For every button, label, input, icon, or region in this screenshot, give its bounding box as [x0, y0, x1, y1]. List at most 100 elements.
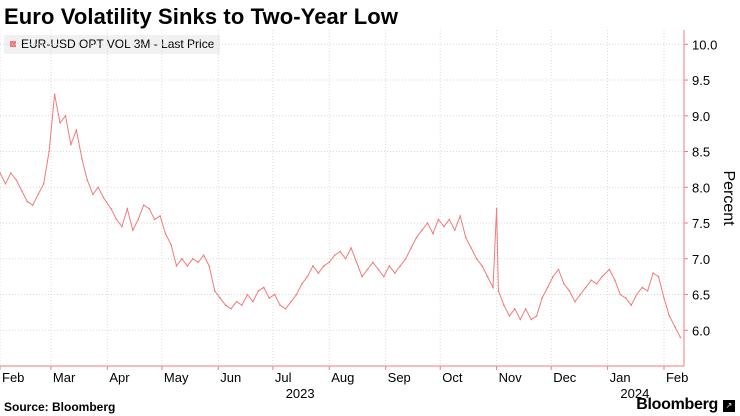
data-point [92, 193, 94, 196]
data-point [601, 275, 603, 278]
data-point [679, 336, 682, 339]
data-point [635, 293, 638, 296]
year-label: 2023 [286, 386, 315, 401]
data-point [608, 268, 611, 271]
data-point [546, 286, 549, 289]
data-point [192, 258, 194, 260]
data-point [464, 236, 467, 239]
data-point [421, 229, 423, 231]
data-point [4, 182, 7, 185]
data-point [121, 225, 123, 228]
data-point [674, 325, 676, 328]
data-point [448, 218, 451, 221]
data-point [668, 315, 671, 317]
data-point [470, 247, 473, 249]
data-point [110, 207, 112, 210]
source-note: Source: Bloomberg [4, 400, 116, 414]
data-point [323, 265, 325, 267]
data-point [475, 258, 478, 260]
data-point [443, 225, 445, 228]
data-point [10, 172, 12, 174]
data-point [241, 304, 243, 307]
data-point [268, 297, 271, 299]
data-point [552, 275, 554, 278]
data-point [59, 122, 61, 124]
x-tick-label: Mar [53, 370, 76, 385]
data-point [530, 318, 532, 321]
data-point [657, 275, 660, 278]
data-point [492, 286, 494, 289]
data-point [377, 268, 380, 271]
y-tick-label: 9.5 [692, 73, 710, 88]
data-point [614, 279, 616, 282]
data-point [15, 179, 18, 181]
y-tick-label: 10.0 [692, 37, 717, 52]
data-point [646, 290, 649, 292]
x-tick-label: Sep [388, 370, 411, 385]
data-point [224, 304, 227, 307]
x-tick-label: Jul [275, 370, 292, 385]
data-point [355, 261, 358, 264]
data-point [519, 318, 522, 321]
data-point [495, 207, 498, 210]
y-tick-label: 6.0 [692, 323, 710, 338]
data-point [197, 261, 200, 264]
data-point [579, 293, 582, 296]
data-point [339, 250, 342, 253]
y-tick-label: 8.5 [692, 145, 710, 160]
y-tick-label: 8.0 [692, 180, 710, 195]
x-tick-label: Feb [2, 370, 24, 385]
data-point [619, 293, 622, 296]
year-label: 2024 [620, 386, 649, 401]
data-point [70, 143, 72, 146]
data-point [213, 290, 216, 292]
x-tick-label: Jan [610, 370, 631, 385]
data-point [148, 207, 150, 210]
data-point [410, 247, 412, 249]
y-tick-label: 7.5 [692, 216, 710, 231]
data-point [524, 308, 527, 310]
data-point [263, 286, 265, 289]
data-point [26, 200, 29, 203]
data-point [208, 265, 210, 267]
data-point [235, 300, 238, 303]
data-point [432, 232, 434, 235]
data-point [142, 204, 145, 206]
data-point [97, 186, 99, 189]
data-point [557, 268, 560, 271]
data-point [366, 268, 369, 271]
data-point [486, 275, 489, 278]
data-point [541, 297, 543, 299]
data-point [312, 265, 314, 267]
data-point [590, 279, 592, 282]
chart-title: Euro Volatility Sinks to Two-Year Low [4, 4, 399, 29]
data-point [585, 286, 587, 289]
data-point [459, 215, 462, 217]
data-point [175, 265, 178, 267]
y-tick-label: 9.0 [692, 109, 710, 124]
data-point [426, 222, 429, 224]
data-point [273, 293, 276, 296]
data-point [625, 297, 627, 299]
data-point [202, 254, 205, 256]
data-point [64, 115, 67, 117]
data-point [317, 272, 320, 274]
data-point [21, 190, 23, 192]
x-tick-label: Nov [499, 370, 523, 385]
data-point [350, 247, 352, 249]
x-tick-label: Feb [666, 370, 688, 385]
data-point [394, 272, 396, 274]
data-point [48, 150, 50, 153]
data-point [454, 229, 456, 231]
data-point [372, 261, 374, 264]
x-tick-label: Aug [331, 370, 354, 385]
data-point [132, 229, 134, 231]
y-axis-label: Percent [720, 170, 737, 226]
data-point [257, 290, 260, 292]
data-point [137, 218, 140, 221]
data-point [535, 315, 538, 317]
data-point [415, 236, 418, 239]
data-point [404, 258, 407, 260]
y-tick-label: 6.5 [692, 288, 710, 303]
data-point [568, 290, 571, 292]
